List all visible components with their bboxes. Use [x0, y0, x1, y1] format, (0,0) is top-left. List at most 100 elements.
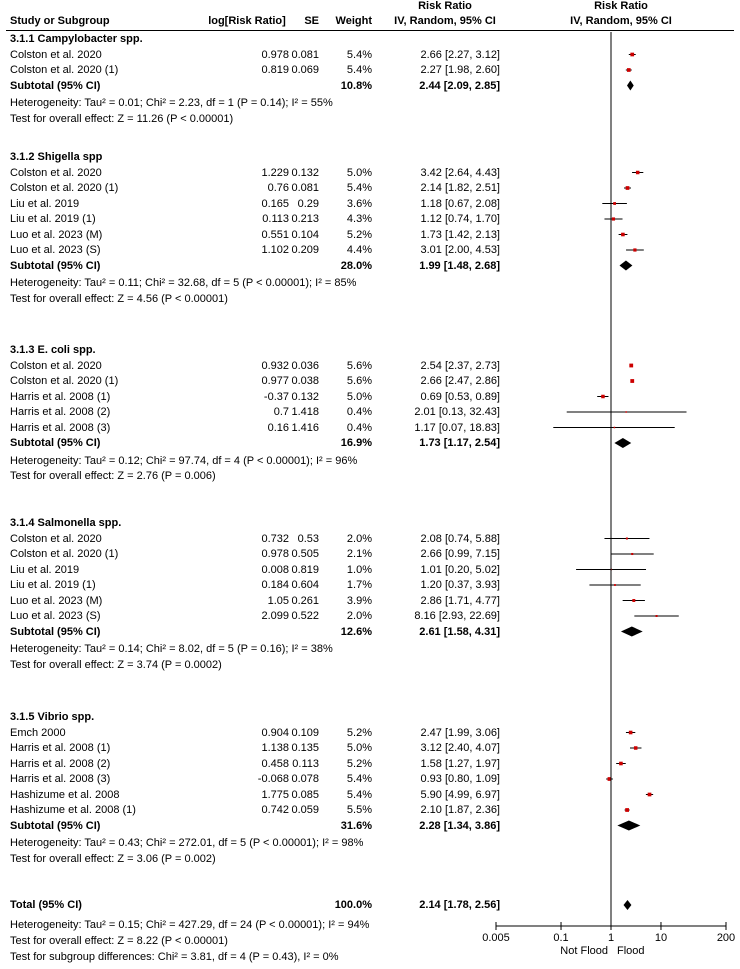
subtotal-weight: 10.8% [340, 79, 372, 92]
subtotal-weight: 28.0% [340, 259, 372, 272]
study-logrr: 0.977 [261, 375, 289, 387]
study-se: 0.53 [297, 532, 319, 545]
subgroup-title: 3.1.3 E. coli spp. [10, 344, 96, 356]
study-name: Colston et al. 2020 [10, 166, 102, 179]
study-logrr: 0.008 [261, 563, 289, 576]
study-name: Hashizume et al. 2008 [10, 788, 120, 801]
study-se: 1.418 [291, 406, 319, 418]
study-name: Colston et al. 2020 [10, 359, 102, 372]
study-se: 0.505 [291, 548, 319, 560]
subtotal-label: Subtotal (95% CI) [10, 625, 101, 638]
effect-point [630, 52, 635, 57]
study-name: Harris et al. 2008 (1) [10, 390, 111, 403]
effect-point [611, 217, 616, 221]
study-se: 0.29 [297, 197, 319, 210]
study-column-header: Study or Subgroup [10, 15, 110, 27]
subtotal-label: Subtotal (95% CI) [10, 79, 101, 92]
effect-point [633, 746, 638, 750]
study-se: 0.261 [291, 594, 319, 607]
study-se: 0.069 [291, 64, 319, 76]
study-se: 0.132 [291, 390, 319, 403]
study-ci: 2.14 [1.82, 2.51] [420, 182, 500, 194]
study-name: Hashizume et al. 2008 (1) [10, 804, 136, 816]
study-logrr: 0.742 [261, 804, 289, 816]
study-se: 0.059 [291, 804, 319, 816]
study-logrr: 0.904 [261, 726, 289, 739]
effect-point [655, 615, 658, 617]
heterogeneity-text: Heterogeneity: Tau² = 0.11; Chi² = 32.68… [10, 277, 357, 289]
study-se: 0.078 [291, 773, 319, 785]
heterogeneity-text: Heterogeneity: Tau² = 0.12; Chi² = 97.74… [10, 454, 358, 467]
study-name: Luo et al. 2023 (S) [10, 610, 101, 622]
study-se: 0.132 [291, 166, 319, 179]
heterogeneity-text: Heterogeneity: Tau² = 0.43; Chi² = 272.0… [10, 837, 364, 849]
subgroup-title: 3.1.4 Salmonella spp. [10, 517, 122, 529]
study-name: Liu et al. 2019 (1) [10, 213, 96, 225]
effect-point [621, 232, 625, 237]
weight-column-header: Weight [335, 15, 372, 27]
x-label-left: Not Flood [560, 945, 608, 957]
study-name: Luo et al. 2023 (M) [10, 228, 103, 241]
study-se: 0.522 [291, 610, 319, 622]
total-diamond [623, 900, 632, 910]
study-se: 0.081 [291, 182, 319, 194]
study-name: Harris et al. 2008 (2) [10, 757, 111, 770]
study-ci: 2.66 [0.99, 7.15] [420, 548, 500, 560]
study-ci: 2.66 [2.27, 3.12] [420, 48, 500, 61]
effect-point [625, 186, 630, 190]
study-weight: 5.6% [346, 359, 372, 372]
study-ci: 2.10 [1.87, 2.36] [420, 804, 500, 816]
logrr-column-header: log[Risk Ratio] [208, 15, 286, 27]
study-logrr: 0.819 [261, 64, 289, 76]
effect-point [647, 792, 652, 797]
study-ci: 2.66 [2.47, 2.86] [420, 375, 500, 387]
study-name: Luo et al. 2023 (S) [10, 244, 101, 256]
effect-point [625, 808, 629, 812]
study-weight: 0.4% [346, 406, 372, 418]
study-se: 0.104 [291, 228, 319, 241]
subtotal-diamond [627, 80, 634, 91]
effect-point [635, 170, 640, 175]
study-name: Harris et al. 2008 (3) [10, 773, 111, 785]
effect-point [628, 730, 633, 735]
study-ci: 2.54 [2.37, 2.73] [420, 359, 500, 372]
study-ci: 2.01 [0.13, 32.43] [414, 406, 500, 418]
subtotal-diamond [617, 820, 641, 831]
study-logrr: 1.229 [261, 166, 289, 179]
study-logrr: -0.37 [263, 390, 289, 403]
study-name: Harris et al. 2008 (1) [10, 742, 111, 754]
study-ci: 1.17 [0.07, 18.83] [414, 421, 500, 434]
study-se: 0.135 [291, 742, 319, 754]
study-weight: 5.4% [346, 182, 372, 194]
ci-column-header-bottom: IV, Random, 95% CI [394, 15, 496, 27]
study-weight: 5.4% [346, 64, 372, 76]
effect-point [625, 537, 628, 540]
study-logrr: 0.76 [267, 182, 289, 194]
effect-point [629, 363, 634, 368]
study-se: 0.604 [291, 579, 319, 591]
se-column-header: SE [304, 15, 319, 27]
study-logrr: 0.184 [261, 579, 289, 591]
study-logrr: 0.16 [267, 421, 289, 434]
study-name: Colston et al. 2020 [10, 48, 102, 61]
subgroup-title: 3.1.1 Campylobacter spp. [10, 33, 143, 45]
study-weight: 5.2% [346, 228, 372, 241]
study-weight: 0.4% [346, 421, 372, 434]
study-weight: 5.2% [346, 757, 372, 770]
study-name: Colston et al. 2020 [10, 532, 102, 545]
study-logrr: 1.05 [267, 594, 289, 607]
overall-effect-text: Test for overall effect: Z = 2.76 (P = 0… [10, 470, 216, 482]
study-logrr: 1.102 [261, 244, 289, 256]
subgroup-differences-text: Test for subgroup differences: Chi² = 3.… [10, 951, 339, 963]
effect-point [630, 379, 635, 383]
study-se: 0.109 [291, 726, 319, 739]
overall-effect-text: Test for overall effect: Z = 3.06 (P = 0… [10, 852, 216, 865]
subgroup-title: 3.1.2 Shigella spp [10, 151, 103, 163]
x-tick-label: 10 [655, 932, 667, 944]
study-logrr: 0.458 [261, 757, 289, 770]
study-logrr: 0.7 [273, 406, 289, 418]
subtotal-weight: 12.6% [340, 625, 372, 638]
plot-column-header-top: Risk Ratio [594, 0, 648, 12]
subtotal-ci: 1.99 [1.48, 2.68] [419, 259, 500, 272]
study-name: Colston et al. 2020 (1) [10, 375, 119, 387]
